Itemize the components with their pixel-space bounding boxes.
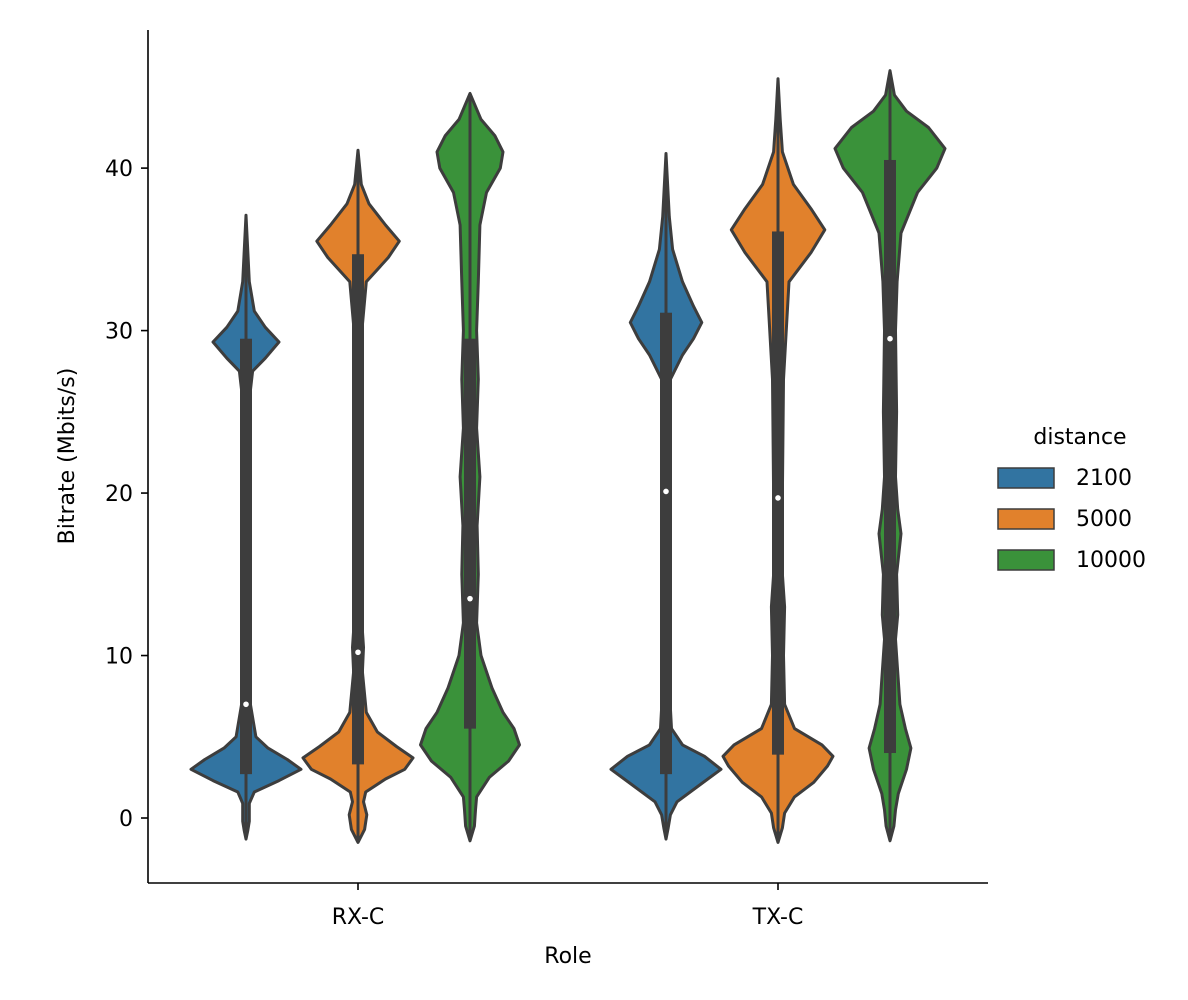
violin-iqr-box [660,312,672,775]
legend-title: distance [1033,425,1126,450]
violins-layer [189,69,947,844]
y-ticks: 0 10 20 30 40 [105,157,148,832]
boxes-layer [240,70,896,843]
legend-swatch-5000 [997,508,1055,530]
violin-median-dot [663,488,669,495]
y-tick-label: 20 [105,482,133,507]
violin-iqr-box [772,231,784,755]
violin-median-dot [467,595,473,602]
x-ticks: RX-C TX-C [332,883,804,930]
legend-label-2100: 2100 [1076,466,1132,491]
violin-iqr-box [884,159,896,754]
legend-swatch-2100 [997,467,1055,489]
x-tick-label: TX-C [752,905,804,930]
violin-iqr-box [464,338,476,729]
violin-median-dot [887,335,893,342]
legend-swatch-10000 [997,549,1055,571]
violin-median-dot [243,701,249,708]
legend-label-5000: 5000 [1076,507,1132,532]
y-tick-label: 40 [105,157,133,182]
y-tick-label: 10 [105,645,133,670]
y-tick-label: 30 [105,320,133,345]
legend-label-10000: 10000 [1076,548,1146,573]
y-axis-label: Bitrate (Mbits/s) [55,368,80,545]
violin-iqr-box [352,254,364,765]
violin-median-dot [355,649,361,656]
y-tick-label: 0 [119,807,133,832]
violin-iqr-box [240,338,252,775]
legend: distance 2100 5000 10000 [997,425,1146,573]
x-axis-label: Role [544,944,591,969]
x-tick-label: RX-C [332,905,385,930]
violin-median-dot [775,495,781,501]
